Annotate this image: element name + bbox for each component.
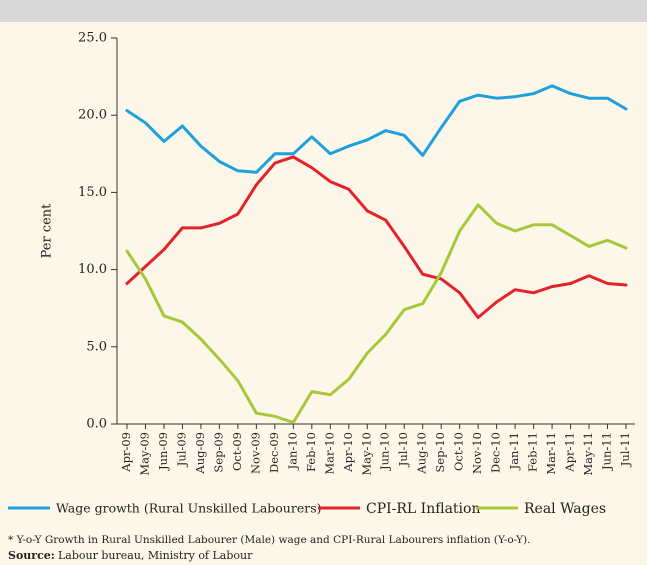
y-tick-label: 25.0 — [78, 31, 107, 46]
x-tick-label: Feb-10 — [304, 432, 318, 472]
x-tick-label: Oct-09 — [230, 432, 244, 471]
x-tick-label: Sep-10 — [433, 432, 447, 473]
x-tick-label: Jul-11 — [618, 432, 632, 467]
x-tick-label: Mar-10 — [322, 432, 336, 475]
footnote: * Y-o-Y Growth in Rural Unskilled Labour… — [8, 534, 530, 546]
x-tick-label: Jul-10 — [396, 432, 410, 467]
x-tick-label: Sep-09 — [211, 432, 225, 473]
x-tick-label: Mar-11 — [544, 432, 558, 475]
x-tick-label: Jan-10 — [285, 432, 299, 470]
x-tick-label: Jul-09 — [174, 432, 188, 467]
y-axis-label: Per cent — [40, 203, 55, 259]
source-label: Source: — [8, 549, 55, 562]
source: Labour bureau, Ministry of Labour — [58, 549, 253, 562]
series-line — [125, 84, 628, 174]
x-tick-label: Jun-11 — [600, 432, 614, 471]
x-tick-label: Aug-10 — [415, 432, 429, 475]
y-tick-label: 0.0 — [86, 417, 107, 432]
series-line — [125, 155, 628, 319]
x-tick-label: Oct-10 — [452, 432, 466, 471]
x-tick-label: May-11 — [581, 432, 595, 476]
x-tick-label: Nov-10 — [470, 432, 484, 474]
x-tick-label: Dec-10 — [489, 432, 503, 473]
x-tick-label: May-09 — [137, 432, 151, 476]
x-tick-label: Nov-09 — [248, 432, 262, 474]
x-tick-label: Dec-09 — [267, 432, 281, 473]
series-line — [125, 203, 628, 424]
y-tick-label: 5.0 — [86, 339, 107, 354]
x-tick-label: Feb-11 — [526, 432, 540, 472]
header-band — [0, 0, 647, 22]
legend-label: CPI-RL Inflation — [366, 501, 480, 517]
legend-label: Real Wages — [524, 501, 606, 517]
x-tick-label: Aug-09 — [193, 432, 207, 475]
y-tick-label: 20.0 — [78, 108, 107, 123]
x-tick-label: Jun-09 — [156, 432, 170, 471]
x-tick-label: Jun-10 — [378, 432, 392, 471]
x-tick-label: May-10 — [359, 432, 373, 476]
legend-label: Wage growth (Rural Unskilled Labourers) — [56, 501, 322, 516]
y-tick-label: 10.0 — [78, 262, 107, 277]
x-tick-label: Apr-10 — [341, 432, 355, 473]
y-tick-label: 15.0 — [78, 185, 107, 200]
x-tick-label: Apr-11 — [563, 432, 577, 473]
x-tick-label: Jan-11 — [507, 432, 521, 470]
x-tick-label: Apr-09 — [119, 432, 133, 473]
